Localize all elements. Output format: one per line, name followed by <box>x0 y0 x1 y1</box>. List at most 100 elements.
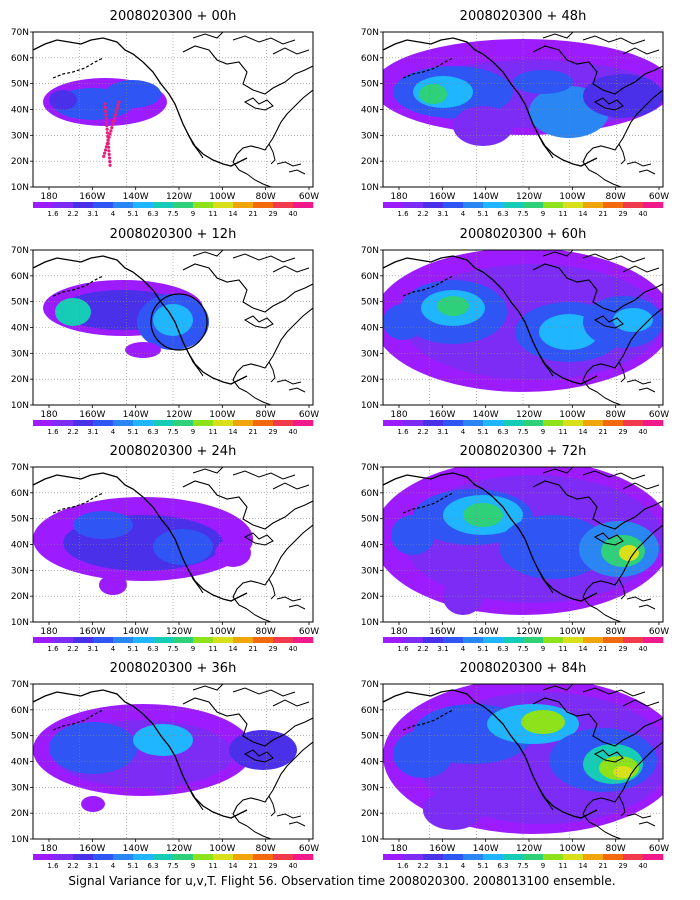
colorbar-swatch <box>443 420 464 426</box>
lat-tick-label: 40N <box>11 106 29 116</box>
lon-tick-label: 140W <box>123 844 149 854</box>
colorbar-label: 29 <box>619 210 628 218</box>
lon-tick-label: 60W <box>299 844 319 854</box>
lon-tick-label: 160W <box>79 192 105 202</box>
variance-contour <box>393 730 453 778</box>
colorbar-label: 7.5 <box>517 428 528 436</box>
variance-contour <box>383 304 423 340</box>
colorbar-swatch <box>463 202 484 208</box>
colorbar-label: 11 <box>559 428 568 436</box>
lat-tick-label: 20N <box>11 375 29 385</box>
colorbar-label: 2.2 <box>417 210 428 218</box>
variance-contour <box>503 788 543 812</box>
lat-tick-label: 60N <box>361 54 379 64</box>
lat-tick-label: 20N <box>11 157 29 167</box>
colorbar-swatch <box>73 854 94 860</box>
colorbar-label: 7.5 <box>517 862 528 870</box>
variance-contour <box>391 515 435 555</box>
lat-tick-label: 40N <box>11 324 29 334</box>
colorbar-label: 14 <box>579 645 588 653</box>
variance-contour <box>423 790 483 830</box>
colorbar-swatch <box>603 637 624 643</box>
lon-tick-label: 180 <box>40 192 57 202</box>
colorbar-swatch <box>133 202 154 208</box>
colorbar-swatch <box>643 854 664 860</box>
colorbar-swatch <box>423 854 444 860</box>
colorbar-swatch <box>253 202 274 208</box>
colorbar-swatch <box>233 202 254 208</box>
colorbar-label: 6.3 <box>147 428 158 436</box>
panel-title: 2008020300 + 48h <box>460 9 587 24</box>
colorbar-swatch <box>293 202 314 208</box>
colorbar-swatch <box>213 420 234 426</box>
colorbar-label: 9 <box>191 645 195 653</box>
lat-tick-label: 70N <box>11 680 29 690</box>
colorbar-swatch <box>503 637 524 643</box>
colorbar-label: 5.1 <box>127 428 138 436</box>
variance-contour <box>153 529 213 565</box>
colorbar-label: 29 <box>619 645 628 653</box>
map-panel: 2008020300 + 24h 10N 20N 30N 40N 50N 60N 70N 180… <box>11 444 319 653</box>
lon-tick-label: 180 <box>40 410 57 420</box>
colorbar-swatch <box>93 854 114 860</box>
colorbar-swatch <box>173 420 194 426</box>
lon-tick-label: 140W <box>123 192 149 202</box>
lat-tick-label: 20N <box>361 157 379 167</box>
colorbar-label: 2.2 <box>67 210 78 218</box>
colorbar-label: 6.3 <box>497 210 508 218</box>
colorbar-label: 3.1 <box>87 428 98 436</box>
colorbar-label: 29 <box>619 862 628 870</box>
lat-tick-label: 60N <box>361 706 379 716</box>
colorbar-label: 9 <box>541 862 545 870</box>
colorbar-swatch <box>293 420 314 426</box>
colorbar-label: 5.1 <box>477 210 488 218</box>
colorbar: 1.6 2.2 3.1 4 5.1 6.3 7.5 9 11 14 21 29 40 <box>383 854 664 870</box>
colorbar-swatch <box>213 202 234 208</box>
lat-tick-label: 60N <box>11 54 29 64</box>
lon-tick-label: 80W <box>255 192 275 202</box>
colorbar-swatch <box>503 420 524 426</box>
colorbar-swatch <box>503 854 524 860</box>
colorbar-label: 14 <box>579 862 588 870</box>
colorbar-label: 9 <box>191 428 195 436</box>
lon-tick-label: 100W <box>209 410 235 420</box>
lon-tick-label: 140W <box>473 410 499 420</box>
colorbar-label: 11 <box>209 862 218 870</box>
colorbar-swatch <box>583 637 604 643</box>
colorbar-swatch <box>113 202 134 208</box>
colorbar-swatch <box>483 637 504 643</box>
colorbar-swatch <box>563 202 584 208</box>
colorbar-label: 21 <box>599 428 608 436</box>
lon-tick-label: 180 <box>390 192 407 202</box>
lat-tick-label: 70N <box>11 246 29 256</box>
colorbar-swatch <box>73 420 94 426</box>
lon-tick-label: 140W <box>123 410 149 420</box>
colorbar: 1.6 2.2 3.1 4 5.1 6.3 7.5 9 11 14 21 29 40 <box>33 637 314 653</box>
colorbar-swatch <box>563 637 584 643</box>
map-panel: 2008020300 + 00h 10N 20N 30N 40N 50N 60N 70N 180… <box>11 9 319 218</box>
lat-tick-label: 60N <box>361 489 379 499</box>
lon-tick-label: 60W <box>649 410 669 420</box>
colorbar-label: 14 <box>229 428 238 436</box>
colorbar-label: 21 <box>599 210 608 218</box>
lon-tick-label: 160W <box>429 844 455 854</box>
colorbar-swatch <box>253 854 274 860</box>
colorbar-swatch <box>193 854 214 860</box>
colorbar-swatch <box>583 202 604 208</box>
variance-contour <box>499 515 607 579</box>
colorbar-label: 4 <box>461 645 466 653</box>
colorbar-swatch <box>293 854 314 860</box>
variance-contour <box>443 579 483 615</box>
lon-tick-label: 120W <box>516 627 542 637</box>
colorbar-swatch <box>193 420 214 426</box>
lon-tick-label: 160W <box>79 410 105 420</box>
colorbar-swatch <box>273 637 294 643</box>
panel-title: 2008020300 + 24h <box>110 444 237 459</box>
lat-tick-label: 60N <box>11 489 29 499</box>
variance-contour <box>229 730 297 770</box>
colorbar-label: 7.5 <box>167 428 178 436</box>
colorbar-swatch <box>443 637 464 643</box>
colorbar-swatch <box>403 202 424 208</box>
lat-tick-label: 50N <box>11 515 29 525</box>
